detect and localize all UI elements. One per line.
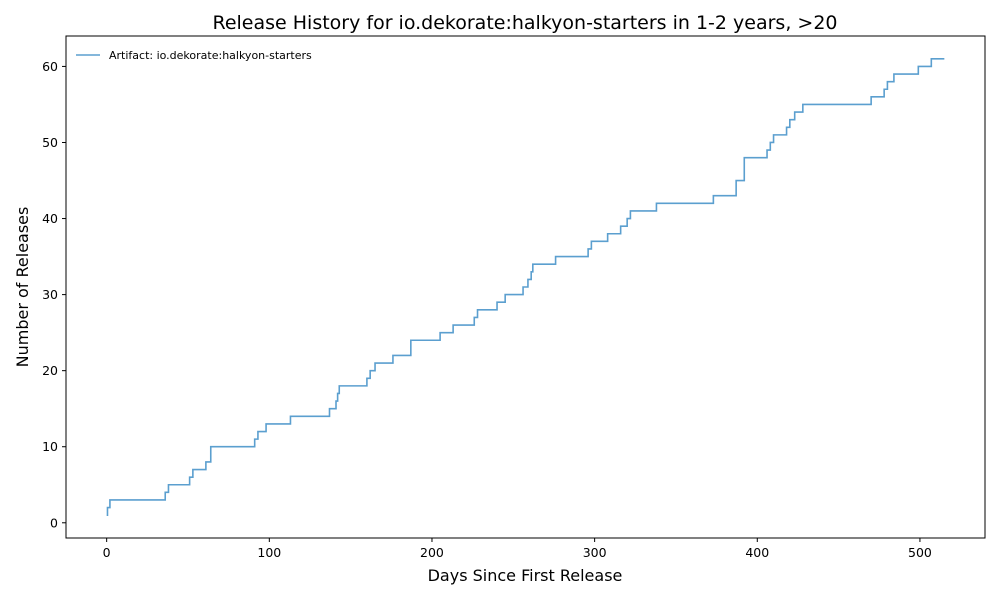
x-tick-label: 0 (103, 545, 111, 560)
x-tick-label: 100 (257, 545, 281, 560)
series-layer (106, 58, 945, 516)
y-axis: 0 10 20 30 40 50 60 (42, 59, 66, 530)
y-tick-label: 40 (42, 211, 58, 226)
y-tick-label: 30 (42, 287, 58, 302)
x-axis: 0 100 200 300 400 500 (103, 538, 932, 560)
x-tick-label: 200 (420, 545, 444, 560)
legend: Artifact: io.dekorate:halkyon-starters (76, 49, 312, 62)
plot-area (65, 35, 986, 539)
x-tick-label: 400 (745, 545, 769, 560)
x-tick-label: 300 (583, 545, 607, 560)
y-tick-label: 10 (42, 439, 58, 454)
x-axis-label: Days Since First Release (428, 566, 623, 585)
y-axis-label: Number of Releases (13, 207, 32, 368)
x-tick-label: 500 (908, 545, 932, 560)
legend-label: Artifact: io.dekorate:halkyon-starters (109, 49, 312, 62)
y-tick-label: 60 (42, 59, 58, 74)
series-line-0 (106, 58, 945, 516)
y-tick-label: 0 (50, 515, 58, 530)
chart-title: Release History for io.dekorate:halkyon-… (212, 12, 837, 34)
y-tick-label: 20 (42, 363, 58, 378)
y-tick-label: 50 (42, 135, 58, 150)
plot-frame (65, 35, 986, 539)
